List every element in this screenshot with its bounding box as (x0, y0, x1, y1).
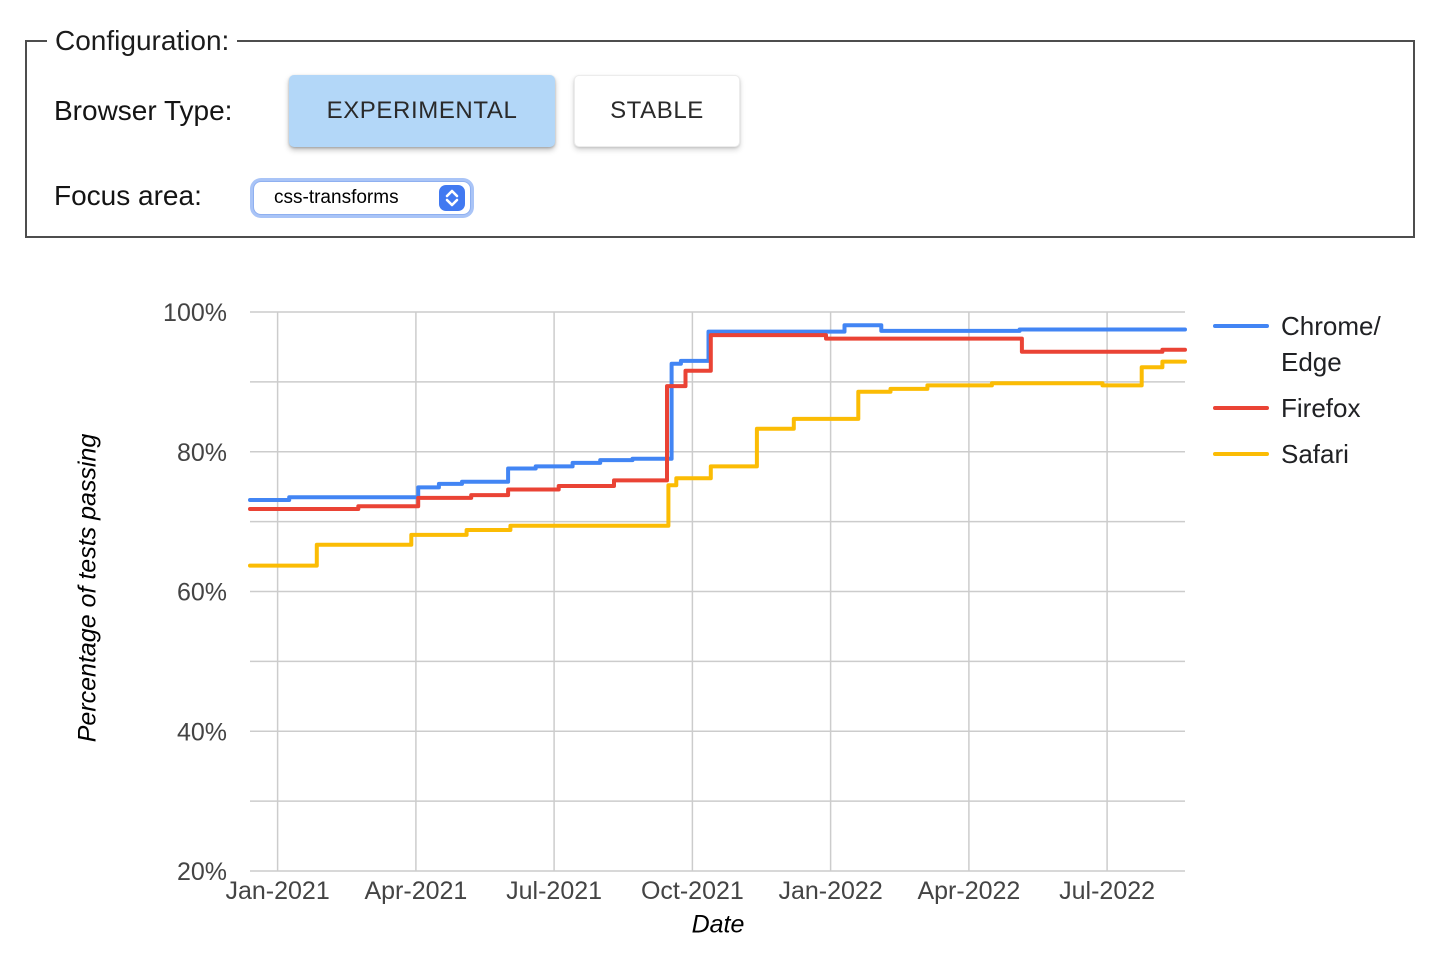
x-tick-label: Apr-2021 (364, 877, 467, 905)
series-line-safari (248, 359, 1187, 568)
configuration-border: Configuration: Browser Type: EXPERIMENTA… (25, 24, 1415, 238)
up-down-chevrons-icon (445, 189, 459, 207)
series-line-chrome-edge (248, 323, 1187, 502)
legend-line-swatch-safari (1213, 452, 1269, 456)
y-tick-label: 100% (163, 299, 227, 327)
y-tick-label: 60% (177, 579, 227, 607)
x-tick-label: Jul-2021 (506, 877, 602, 905)
legend-item-safari: Safari (1213, 436, 1423, 472)
legend-label-firefox: Firefox (1281, 393, 1361, 423)
y-tick-label: 40% (177, 718, 227, 746)
browser-type-label: Browser Type: (54, 95, 233, 126)
focus-area-select[interactable]: css-transforms (250, 178, 474, 218)
x-tick-label: Jan-2022 (778, 877, 882, 905)
experimental-button[interactable]: EXPERIMENTAL (289, 75, 555, 147)
legend-item-chrome-edge: Chrome/Edge (1213, 308, 1423, 380)
y-tick-label: 20% (177, 858, 227, 886)
stable-button[interactable]: STABLE (574, 75, 740, 147)
legend-label-safari: Safari (1281, 439, 1349, 469)
x-tick-label: Jul-2022 (1059, 877, 1155, 905)
y-tick-label: 80% (177, 439, 227, 467)
x-axis-title: Date (691, 910, 745, 939)
x-tick-label: Apr-2022 (917, 877, 1020, 905)
configuration-panel: Configuration: Browser Type: EXPERIMENTA… (25, 24, 1437, 252)
gridlines (250, 311, 1185, 872)
legend-item-firefox: Firefox (1213, 390, 1423, 426)
focus-area-selected-value: css-transforms (274, 187, 399, 208)
legend-line-swatch-chrome-edge (1213, 324, 1269, 328)
series-line-firefox (248, 333, 1187, 511)
y-axis-title: Percentage of tests passing (73, 433, 102, 743)
focus-area-label: Focus area: (54, 180, 202, 211)
focus-area-select-body: css-transforms (253, 181, 471, 215)
x-tick-label: Oct-2021 (641, 877, 744, 905)
select-stepper-icon (439, 185, 465, 211)
configuration-legend: Configuration: (47, 24, 238, 58)
x-tick-label: Jan-2021 (225, 877, 329, 905)
chart-legend: Chrome/Edge Firefox Safari (1213, 308, 1423, 472)
legend-label-chrome-edge: Chrome/Edge (1281, 311, 1381, 377)
legend-line-swatch-firefox (1213, 406, 1269, 410)
axis-tick-labels: 20% 40% 60% 80% 100% Jan-2021 Apr-2021 Jul-2021… (163, 299, 1155, 905)
